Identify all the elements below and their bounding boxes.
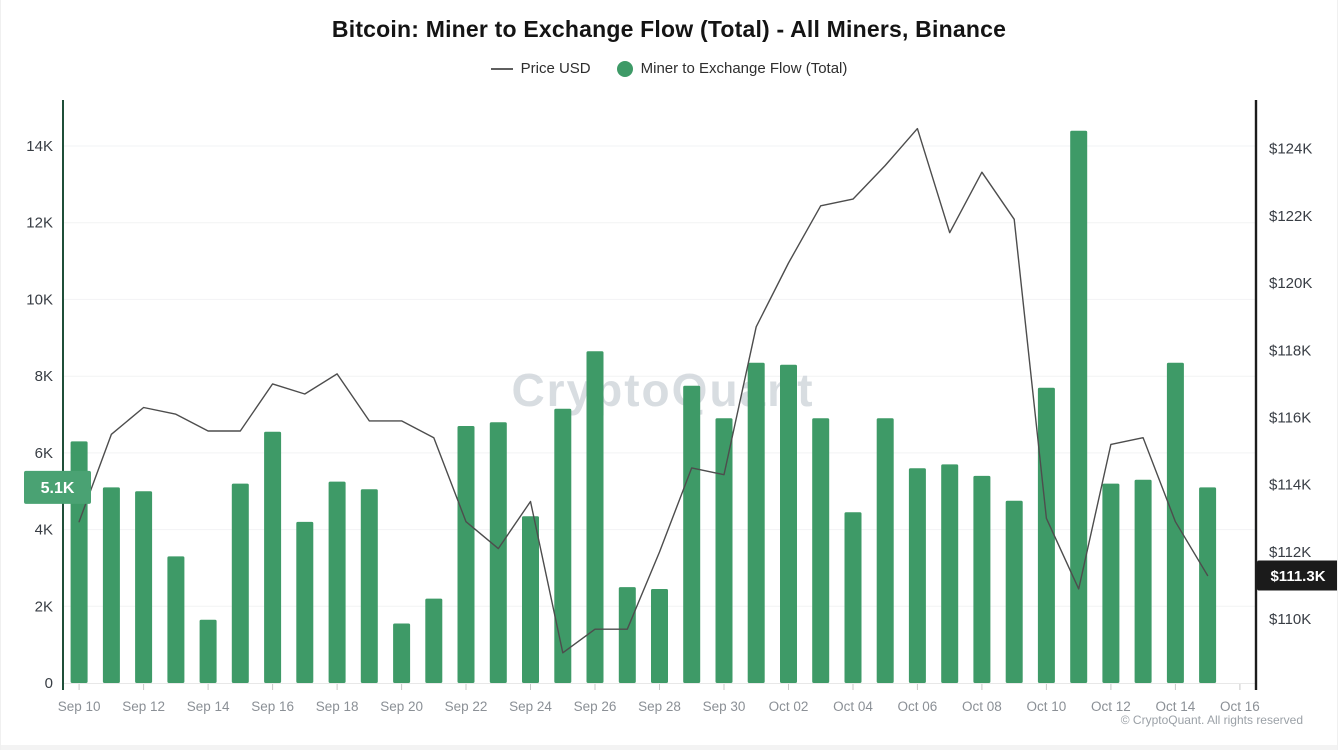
watermark: CryptoQuant bbox=[511, 364, 814, 416]
x-tick-label: Oct 02 bbox=[769, 699, 809, 714]
legend-price-label: Price USD bbox=[520, 60, 591, 77]
x-tick-label: Sep 14 bbox=[187, 699, 230, 714]
right-axis-tick-label: $110K bbox=[1269, 611, 1311, 628]
left-axis-tick-label: 12K bbox=[26, 215, 53, 232]
left-axis-tick-label: 8K bbox=[35, 368, 53, 385]
right-axis-tick-label: $116K bbox=[1269, 410, 1311, 427]
x-tick-label: Sep 16 bbox=[251, 699, 294, 714]
flow-bar[interactable] bbox=[844, 512, 862, 683]
gridlines bbox=[63, 145, 1256, 607]
right-axis-tick-label: $120K bbox=[1269, 275, 1312, 292]
flow-bar[interactable] bbox=[231, 483, 249, 683]
flow-bar[interactable] bbox=[973, 475, 991, 683]
dot-marker-icon bbox=[616, 60, 633, 77]
flow-bar[interactable] bbox=[1070, 130, 1088, 683]
left-axis-labels: 0 2K 4K 6K 8K 10K 12K 14K bbox=[26, 138, 53, 692]
x-tick-label: Oct 16 bbox=[1220, 699, 1260, 714]
flow-bar[interactable] bbox=[360, 489, 378, 683]
flow-bar[interactable] bbox=[264, 431, 282, 683]
flow-bar[interactable] bbox=[296, 521, 314, 683]
left-axis-tick-label: 2K bbox=[35, 598, 53, 615]
price-line[interactable] bbox=[78, 127, 1209, 654]
flow-bar[interactable] bbox=[618, 587, 636, 683]
right-axis-tick-label: $124K bbox=[1269, 141, 1312, 158]
x-tick-label: Oct 14 bbox=[1156, 699, 1196, 714]
right-axis-tick-label: $114K bbox=[1269, 477, 1311, 494]
flow-bar[interactable] bbox=[457, 426, 475, 683]
flow-bar[interactable] bbox=[1134, 479, 1152, 683]
price-line-series bbox=[78, 127, 1209, 654]
flow-bar[interactable] bbox=[554, 408, 572, 683]
left-axis-tick-label: 4K bbox=[35, 522, 53, 539]
chart-legend: Price USD Miner to Exchange Flow (Total) bbox=[1, 60, 1337, 77]
flow-bar[interactable] bbox=[715, 418, 733, 683]
flow-bar[interactable] bbox=[586, 351, 604, 683]
flow-bar[interactable] bbox=[135, 491, 153, 683]
legend-item-flow[interactable]: Miner to Exchange Flow (Total) bbox=[616, 60, 848, 77]
x-tick-label: Sep 24 bbox=[509, 699, 552, 714]
flow-value-badge bbox=[24, 470, 91, 504]
price-value-badge bbox=[1257, 560, 1337, 591]
x-tick-label: Sep 30 bbox=[703, 699, 746, 714]
line-marker-icon bbox=[490, 67, 513, 70]
flow-bar[interactable] bbox=[1037, 387, 1055, 683]
x-tick-label: Sep 28 bbox=[638, 699, 681, 714]
price-value-badge-label: $111.3K bbox=[1270, 568, 1325, 585]
flow-bar[interactable] bbox=[393, 623, 411, 684]
flow-bar[interactable] bbox=[425, 598, 443, 683]
x-axis: Sep 10 Sep 12 Sep 14 Sep 16 Sep 18 Sep 20 Sep … bbox=[58, 684, 1260, 714]
flow-bar[interactable] bbox=[812, 418, 830, 683]
right-axis-tick-label: $122K bbox=[1269, 208, 1312, 225]
flow-bar[interactable] bbox=[1005, 500, 1023, 683]
legend-item-price[interactable]: Price USD bbox=[490, 60, 591, 77]
x-tick-label: Sep 20 bbox=[380, 699, 423, 714]
bottom-edge bbox=[1, 745, 1337, 750]
flow-bar[interactable] bbox=[876, 418, 894, 683]
right-axis-labels: $110K $112K $114K $116K $118K $120K $122K $124K bbox=[1269, 141, 1312, 629]
x-tick-label: Oct 08 bbox=[962, 699, 1002, 714]
left-axis-tick-label: 14K bbox=[26, 138, 53, 155]
x-tick-label: Sep 26 bbox=[574, 699, 617, 714]
x-tick-label: Oct 12 bbox=[1091, 699, 1131, 714]
x-tick-label: Sep 12 bbox=[122, 699, 165, 714]
flow-bar[interactable] bbox=[651, 589, 668, 683]
right-axis-tick-label: $112K bbox=[1269, 544, 1311, 561]
copyright-note: © CryptoQuant. All rights reserved bbox=[1120, 713, 1303, 727]
left-axis-tick-label: 10K bbox=[26, 291, 53, 308]
x-tick-label: Oct 06 bbox=[898, 699, 938, 714]
flow-bar[interactable] bbox=[780, 364, 797, 683]
flow-bars-series bbox=[70, 130, 1217, 684]
flow-bar[interactable] bbox=[747, 362, 765, 683]
axis-badges: 5.1K $111.3K bbox=[24, 470, 1337, 591]
right-axis-tick-label: $118K bbox=[1269, 342, 1311, 359]
flow-bar[interactable] bbox=[167, 556, 185, 683]
x-tick-label: Sep 18 bbox=[316, 699, 359, 714]
flow-bar[interactable] bbox=[102, 487, 120, 683]
axes bbox=[62, 100, 1258, 690]
left-axis-tick-label: 0 bbox=[45, 675, 53, 692]
legend-flow-label: Miner to Exchange Flow (Total) bbox=[640, 60, 848, 77]
x-tick-label: Sep 10 bbox=[58, 699, 101, 714]
flow-bar[interactable] bbox=[199, 619, 217, 683]
flow-bar[interactable] bbox=[489, 422, 507, 683]
flow-value-badge-label: 5.1K bbox=[41, 480, 75, 497]
x-tick-label: Oct 10 bbox=[1027, 699, 1067, 714]
flow-bar[interactable] bbox=[941, 464, 959, 683]
flow-bar[interactable] bbox=[908, 468, 926, 683]
chart-title: Bitcoin: Miner to Exchange Flow (Total) … bbox=[331, 16, 1007, 42]
x-tick-label: Oct 04 bbox=[833, 699, 873, 714]
flow-bar[interactable] bbox=[1199, 487, 1217, 683]
flow-bar[interactable] bbox=[1102, 483, 1120, 683]
flow-bar[interactable] bbox=[328, 481, 346, 683]
flow-bar[interactable] bbox=[522, 516, 539, 683]
x-tick-label: Sep 22 bbox=[445, 699, 488, 714]
flow-bar[interactable] bbox=[683, 385, 701, 683]
left-axis-tick-label: 6K bbox=[35, 445, 53, 462]
